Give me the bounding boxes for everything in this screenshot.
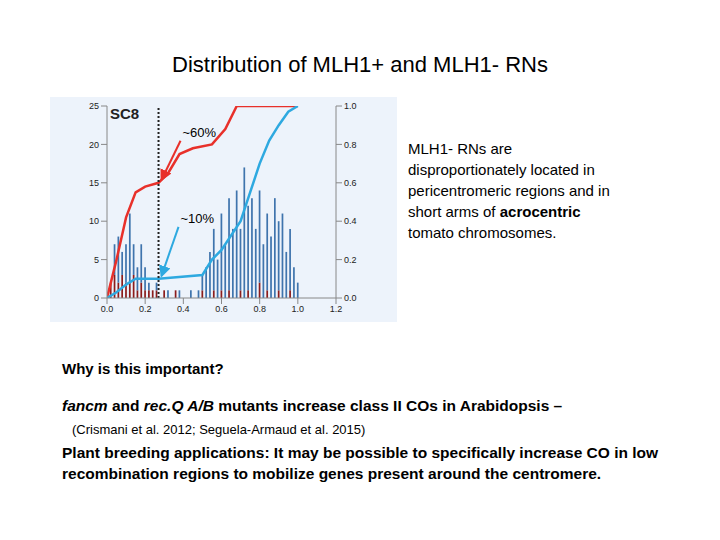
svg-text:~10%: ~10%	[181, 211, 215, 226]
html-text:Distribution of MLH1+ and MLH1: Distribution of MLH1+ and MLH1- RNs	[172, 52, 548, 77]
svg-text:15: 15	[89, 178, 99, 188]
html-text:(Crismani et al. 2012; Seguela: (Crismani et al. 2012; Seguela-Armaud et…	[72, 422, 366, 437]
html-text:Plant breeding applications: I: Plant breeding applications: It may be p…	[62, 444, 658, 482]
svg-text:0.0: 0.0	[101, 304, 114, 314]
svg-text:0.2: 0.2	[344, 255, 357, 265]
html-text:SC8: SC8	[110, 105, 140, 122]
svg-text:1.0: 1.0	[292, 304, 305, 314]
svg-text:0.0: 0.0	[344, 293, 357, 303]
svg-text:0: 0	[94, 293, 99, 303]
svg-text:0.2: 0.2	[139, 304, 152, 314]
svg-text:1.0: 1.0	[344, 101, 357, 111]
svg-text:0.8: 0.8	[344, 140, 357, 150]
svg-text:0.4: 0.4	[177, 304, 190, 314]
html-text:MLH1- RNs are disproportionate: MLH1- RNs are disproportionately located…	[408, 140, 610, 220]
svg-text:5: 5	[94, 255, 99, 265]
svg-text:1.2: 1.2	[330, 304, 343, 314]
html-text:Why is this important?: Why is this important?	[62, 360, 224, 377]
svg-text:0.4: 0.4	[344, 216, 357, 226]
html-text:fancm and rec.Q A/B mutants in: fancm and rec.Q A/B mutants increase cla…	[62, 397, 563, 414]
svg-text:25: 25	[89, 101, 99, 111]
svg-text:0.6: 0.6	[344, 178, 357, 188]
svg-text:0.8: 0.8	[253, 304, 266, 314]
svg-text:~60%: ~60%	[183, 125, 217, 140]
svg-text:0.6: 0.6	[215, 304, 228, 314]
svg-text:10: 10	[89, 216, 99, 226]
html-text:tomato chromosomes.: tomato chromosomes.	[408, 224, 557, 241]
svg-text:20: 20	[89, 140, 99, 150]
